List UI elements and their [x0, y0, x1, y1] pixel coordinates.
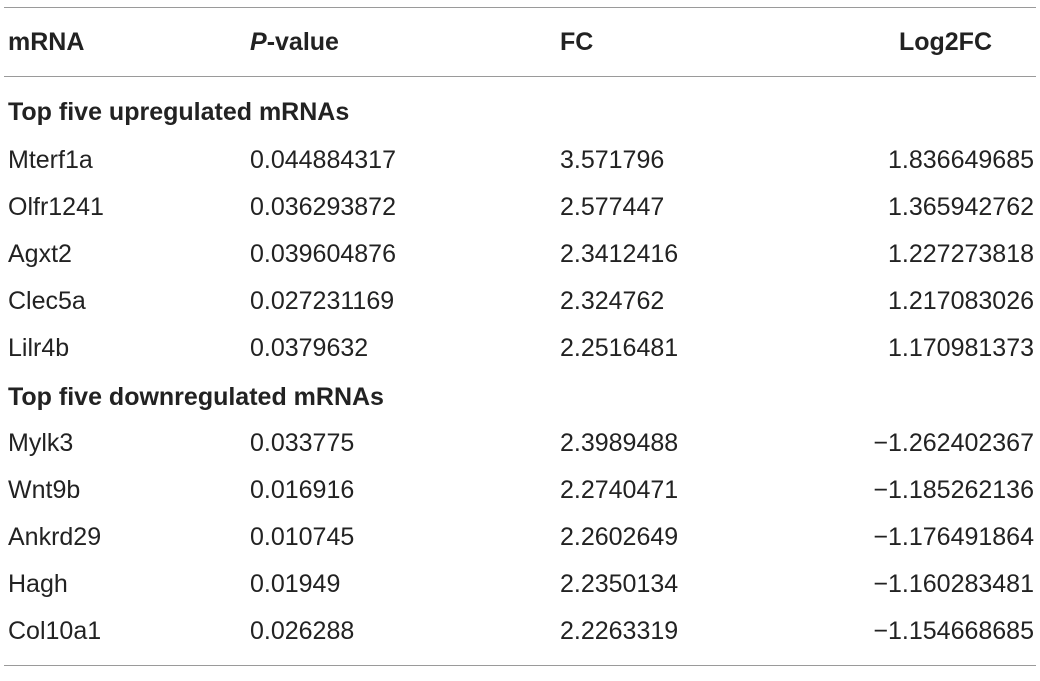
cell-mrna: Col10a1 — [8, 617, 102, 645]
cell-log2fc: −1.160283481 — [873, 570, 1034, 598]
table-row: Mterf1a 0.044884317 3.571796 1.836649685 — [4, 137, 1036, 184]
cell-pvalue: 0.026288 — [250, 617, 355, 645]
header-pvalue-rest: -value — [266, 27, 339, 56]
cell-pvalue: 0.044884317 — [250, 146, 396, 174]
cell-pvalue: 0.010745 — [250, 523, 355, 551]
table-row: Wnt9b 0.016916 2.2740471 −1.185262136 — [4, 467, 1036, 514]
cell-mrna: Mylk3 — [8, 429, 74, 457]
cell-mrna: Wnt9b — [8, 476, 81, 504]
cell-mrna: Lilr4b — [8, 334, 70, 362]
cell-pvalue: 0.039604876 — [250, 240, 396, 268]
header-pvalue: P-value — [250, 28, 560, 57]
cell-mrna: Clec5a — [8, 287, 86, 315]
table-row: Agxt2 0.039604876 2.3412416 1.227273818 — [4, 231, 1036, 278]
header-pvalue-italic: P — [250, 27, 267, 56]
cell-mrna: Olfr1241 — [8, 193, 104, 221]
cell-fc: 2.2740471 — [560, 476, 679, 504]
cell-mrna: Agxt2 — [8, 240, 72, 268]
header-log2fc: Log2FC — [898, 27, 992, 56]
cell-pvalue: 0.036293872 — [250, 193, 396, 221]
mrna-table: mRNA P-value FC Log2FC Top five upregula… — [4, 7, 1036, 666]
cell-pvalue: 0.0379632 — [250, 334, 369, 362]
cell-mrna: Ankrd29 — [8, 523, 102, 551]
cell-pvalue: 0.027231169 — [250, 287, 395, 315]
table-row: Ankrd29 0.010745 2.2602649 −1.176491864 — [4, 514, 1036, 561]
cell-fc: 2.3412416 — [560, 240, 679, 268]
section-title-downregulated: Top five downregulated mRNAs — [8, 383, 384, 411]
cell-fc: 2.577447 — [560, 193, 665, 221]
table-header-rule — [4, 76, 1036, 77]
cell-mrna: Hagh — [8, 570, 68, 598]
cell-log2fc: −1.185262136 — [873, 476, 1034, 504]
table-row: Mylk3 0.033775 2.3989488 −1.262402367 — [4, 420, 1036, 467]
cell-fc: 2.2263319 — [560, 617, 679, 645]
header-fc: FC — [560, 27, 594, 56]
cell-fc: 3.571796 — [560, 146, 665, 174]
table-row: Clec5a 0.027231169 2.324762 1.217083026 — [4, 278, 1036, 325]
section-title-row: Top five downregulated mRNAs — [4, 372, 1036, 420]
cell-log2fc: 1.365942762 — [888, 193, 1034, 221]
table-row: Col10a1 0.026288 2.2263319 −1.154668685 — [4, 608, 1036, 655]
cell-pvalue: 0.033775 — [250, 429, 355, 457]
cell-fc: 2.2516481 — [560, 334, 679, 362]
cell-pvalue: 0.016916 — [250, 476, 355, 504]
cell-pvalue: 0.01949 — [250, 570, 341, 598]
header-mrna: mRNA — [8, 27, 85, 56]
cell-fc: 2.2602649 — [560, 523, 679, 551]
cell-log2fc: −1.176491864 — [873, 523, 1034, 551]
cell-log2fc: 1.836649685 — [888, 146, 1034, 174]
table-bottom-rule — [4, 665, 1036, 666]
table-row: Lilr4b 0.0379632 2.2516481 1.170981373 — [4, 325, 1036, 372]
cell-fc: 2.2350134 — [560, 570, 679, 598]
cell-log2fc: −1.262402367 — [873, 429, 1034, 457]
cell-mrna: Mterf1a — [8, 146, 93, 174]
table-row: Olfr1241 0.036293872 2.577447 1.36594276… — [4, 184, 1036, 231]
cell-fc: 2.324762 — [560, 287, 665, 315]
section-title-upregulated: Top five upregulated mRNAs — [8, 98, 350, 126]
table-row: Hagh 0.01949 2.2350134 −1.160283481 — [4, 561, 1036, 608]
cell-log2fc: 1.217083026 — [888, 287, 1034, 315]
cell-log2fc: −1.154668685 — [873, 617, 1034, 645]
section-title-row: Top five upregulated mRNAs — [4, 77, 1036, 137]
cell-log2fc: 1.170981373 — [888, 334, 1034, 362]
cell-fc: 2.3989488 — [560, 429, 679, 457]
cell-log2fc: 1.227273818 — [888, 240, 1034, 268]
table-header-row: mRNA P-value FC Log2FC — [4, 8, 1036, 76]
table-top-rule — [4, 7, 1036, 8]
